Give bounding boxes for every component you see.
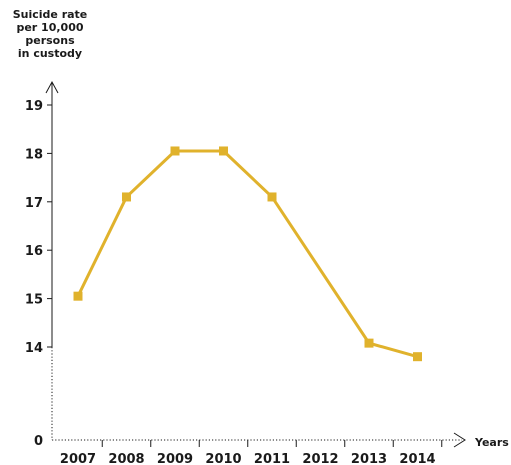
x-tick-label: 2010 [205, 452, 241, 465]
y-tick-label: 15 [25, 293, 43, 308]
x-axis-title: Years [474, 436, 509, 449]
y-tick-label: 14 [25, 341, 43, 356]
y-tick-label: 16 [25, 244, 43, 259]
data-point [73, 291, 83, 301]
series [73, 146, 422, 362]
data-point [122, 192, 131, 202]
y-ticks: 0 14 15 16 17 18 19 [25, 99, 52, 449]
data-point [267, 192, 277, 202]
y-tick-label: 17 [25, 196, 43, 211]
y-axis-arrow [45, 80, 59, 94]
x-tick-label: 2008 [108, 452, 144, 465]
y-tick-label: 19 [25, 99, 43, 114]
data-point [219, 146, 228, 156]
x-tick-label: 2012 [302, 452, 338, 465]
y-axis-title-line: Suicide rate [13, 8, 88, 21]
y-axis-title-line: in custody [18, 47, 82, 60]
y-tick-label: 0 [34, 434, 43, 449]
x-ticks: 2007 2008 2009 2010 2011 2012 2013 2014 [60, 440, 443, 465]
x-tick-label: 2007 [60, 452, 96, 465]
y-axis-title-line: persons [25, 34, 75, 47]
data-point [364, 338, 374, 348]
x-axis-arrow [453, 432, 466, 448]
x-tick-label: 2009 [157, 452, 193, 465]
data-point [413, 352, 422, 362]
x-tick-label: 2013 [351, 452, 387, 465]
series-line [76, 149, 418, 359]
y-tick-label: 18 [25, 147, 43, 162]
x-tick-label: 2011 [254, 452, 290, 465]
axes [45, 80, 466, 448]
data-point [170, 146, 180, 156]
y-axis-title-line: per 10,000 [16, 21, 83, 34]
x-tick-label: 2014 [399, 452, 435, 465]
